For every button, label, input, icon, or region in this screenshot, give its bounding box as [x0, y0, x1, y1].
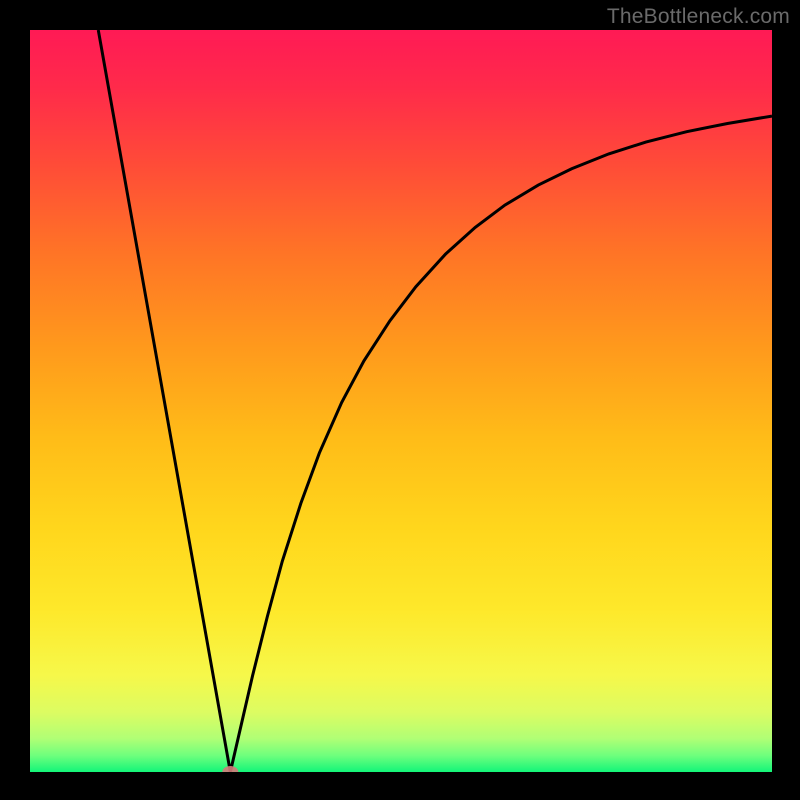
bottleneck-chart	[30, 30, 772, 772]
watermark-label: TheBottleneck.com	[607, 5, 790, 29]
gradient-background	[30, 30, 772, 772]
